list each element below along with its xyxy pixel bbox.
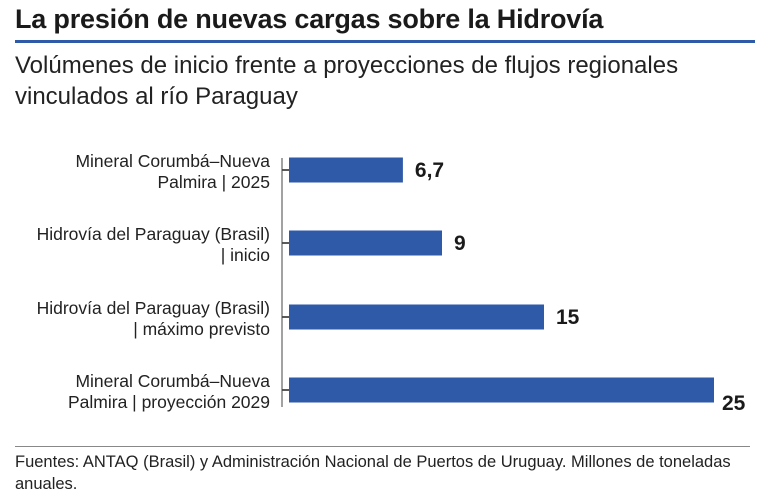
category-label: Mineral Corumbá–Nueva Palmira | proyecció… <box>68 371 270 412</box>
bar <box>289 304 544 330</box>
source-note: Fuentes: ANTAQ (Brasil) y Administración… <box>15 453 731 493</box>
value-label: 25 <box>722 392 746 415</box>
bar <box>289 230 442 256</box>
chart-subtitle: Volúmenes de inicio frente a proyeccione… <box>15 52 679 110</box>
value-label: 15 <box>556 306 580 329</box>
footer-rule <box>15 446 750 447</box>
category-label: Hidrovía del Paraguay (Brasil) | inicio <box>37 224 270 265</box>
chart-title: La presión de nuevas cargas sobre la Hid… <box>15 4 604 34</box>
category-label: Hidrovía del Paraguay (Brasil) | máximo p… <box>37 298 270 339</box>
value-label: 6,7 <box>415 159 444 182</box>
bar-chart: 6,7 Mineral Corumbá–Nueva Palmira | 2025 9 H… <box>37 151 746 415</box>
category-label: Mineral Corumbá–Nueva Palmira | 2025 <box>75 151 270 192</box>
title-rule <box>15 40 755 43</box>
value-label: 9 <box>454 232 466 255</box>
bar <box>289 377 714 403</box>
bar <box>289 157 403 183</box>
